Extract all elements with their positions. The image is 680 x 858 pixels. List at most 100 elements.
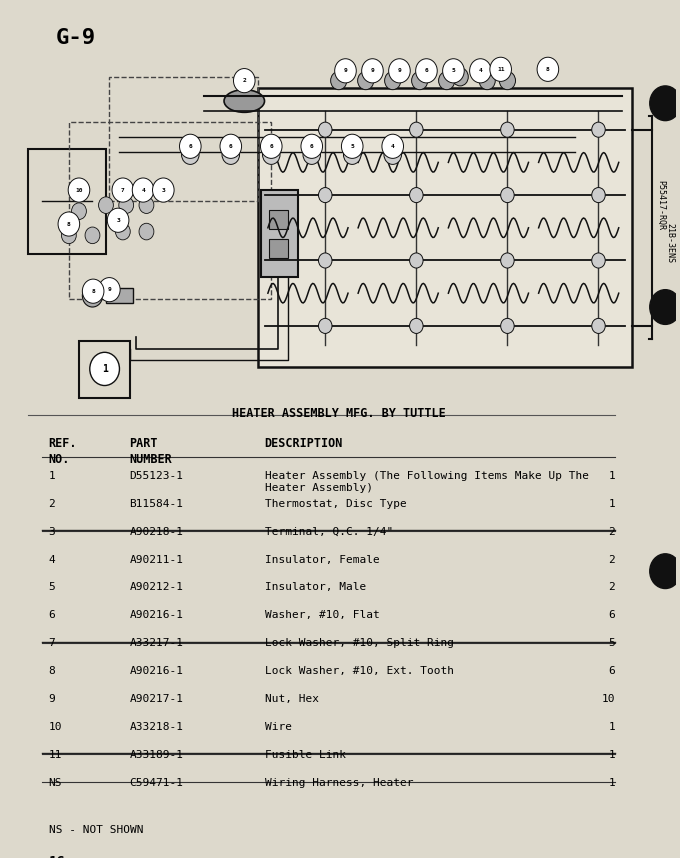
Text: Washer, #10, Flat: Washer, #10, Flat: [265, 610, 379, 620]
Text: A90216-1: A90216-1: [130, 667, 184, 676]
Circle shape: [116, 223, 131, 240]
Text: 11: 11: [497, 67, 505, 72]
Circle shape: [318, 318, 332, 334]
Bar: [29, 148, 106, 254]
Circle shape: [500, 253, 514, 268]
Text: 11: 11: [48, 750, 62, 760]
Circle shape: [85, 227, 100, 244]
Text: REF.
NO.: REF. NO.: [48, 437, 77, 466]
Circle shape: [409, 122, 423, 137]
Circle shape: [409, 188, 423, 202]
Text: 8: 8: [48, 667, 55, 676]
Text: 1: 1: [609, 471, 615, 480]
Bar: [109, 77, 258, 202]
Circle shape: [470, 58, 491, 83]
Circle shape: [409, 253, 423, 268]
Text: 10: 10: [48, 722, 62, 732]
Text: 6: 6: [424, 69, 428, 73]
Text: 6: 6: [310, 144, 313, 148]
Circle shape: [500, 122, 514, 137]
Text: 9: 9: [48, 694, 55, 704]
Text: A90218-1: A90218-1: [130, 527, 184, 536]
Circle shape: [139, 196, 154, 214]
Text: Heater Assembly (The Following Items Make Up The
Heater Assembly): Heater Assembly (The Following Items Mak…: [265, 471, 588, 492]
Text: 8: 8: [91, 288, 95, 293]
Text: NS: NS: [48, 778, 62, 788]
Circle shape: [650, 553, 680, 589]
Text: 3: 3: [48, 527, 55, 536]
Bar: [79, 341, 130, 397]
Circle shape: [362, 58, 384, 83]
Circle shape: [382, 134, 403, 159]
Circle shape: [233, 69, 255, 93]
Circle shape: [68, 178, 90, 202]
Text: 6: 6: [609, 667, 615, 676]
Circle shape: [385, 71, 401, 90]
Text: Wiring Harness, Heater: Wiring Harness, Heater: [265, 778, 413, 788]
Circle shape: [301, 134, 322, 159]
Circle shape: [139, 223, 154, 240]
Circle shape: [260, 134, 282, 159]
Circle shape: [107, 208, 129, 233]
Text: G-9: G-9: [55, 27, 95, 48]
Text: A90212-1: A90212-1: [130, 583, 184, 593]
Text: 2: 2: [609, 554, 615, 565]
Circle shape: [99, 278, 120, 302]
Text: Nut, Hex: Nut, Hex: [265, 694, 318, 704]
Text: Thermostat, Disc Type: Thermostat, Disc Type: [265, 498, 406, 509]
Circle shape: [182, 145, 199, 165]
Bar: [258, 88, 632, 367]
Text: 6: 6: [609, 610, 615, 620]
Circle shape: [343, 145, 361, 165]
Circle shape: [335, 58, 356, 83]
Circle shape: [318, 122, 332, 137]
Text: 4: 4: [479, 69, 482, 73]
Text: Lock Washer, #10, Ext. Tooth: Lock Washer, #10, Ext. Tooth: [265, 667, 454, 676]
Bar: [261, 190, 299, 277]
Text: A90216-1: A90216-1: [130, 610, 184, 620]
Text: 4: 4: [141, 188, 145, 192]
Circle shape: [220, 134, 241, 159]
Text: 2: 2: [242, 78, 246, 83]
Circle shape: [82, 279, 104, 303]
Text: 9: 9: [343, 69, 347, 73]
Text: 5: 5: [48, 583, 55, 593]
Text: 21B-3ENS: 21B-3ENS: [666, 223, 675, 263]
Text: A90211-1: A90211-1: [130, 554, 184, 565]
Ellipse shape: [224, 90, 265, 112]
Text: Lock Washer, #10, Split Ring: Lock Washer, #10, Split Ring: [265, 638, 454, 649]
Text: 6: 6: [269, 144, 273, 148]
Text: A33217-1: A33217-1: [130, 638, 184, 649]
Text: 3: 3: [116, 218, 120, 223]
Circle shape: [389, 58, 410, 83]
Text: 10: 10: [75, 188, 83, 192]
Circle shape: [90, 353, 120, 385]
Circle shape: [99, 196, 114, 214]
Circle shape: [71, 202, 86, 220]
Text: Wire: Wire: [265, 722, 292, 732]
Circle shape: [318, 253, 332, 268]
Text: 7: 7: [121, 188, 124, 192]
Circle shape: [500, 188, 514, 202]
Circle shape: [112, 178, 134, 202]
Circle shape: [222, 145, 239, 165]
Text: HEATER ASSEMBLY MFG. BY TUTTLE: HEATER ASSEMBLY MFG. BY TUTTLE: [232, 408, 445, 420]
Circle shape: [439, 71, 455, 90]
Text: 3: 3: [161, 188, 165, 192]
Circle shape: [650, 290, 680, 324]
Circle shape: [443, 58, 464, 83]
Circle shape: [180, 134, 201, 159]
Text: NS - NOT SHOWN: NS - NOT SHOWN: [48, 825, 143, 835]
Text: A33189-1: A33189-1: [130, 750, 184, 760]
Text: 9: 9: [107, 287, 112, 293]
Circle shape: [133, 178, 154, 202]
Circle shape: [358, 71, 374, 90]
Circle shape: [384, 145, 401, 165]
Text: 1: 1: [609, 498, 615, 509]
Text: 8: 8: [67, 221, 71, 227]
Circle shape: [58, 212, 80, 236]
Circle shape: [341, 134, 363, 159]
Text: D55123-1: D55123-1: [130, 471, 184, 480]
Text: 6: 6: [48, 610, 55, 620]
Bar: [69, 122, 271, 299]
